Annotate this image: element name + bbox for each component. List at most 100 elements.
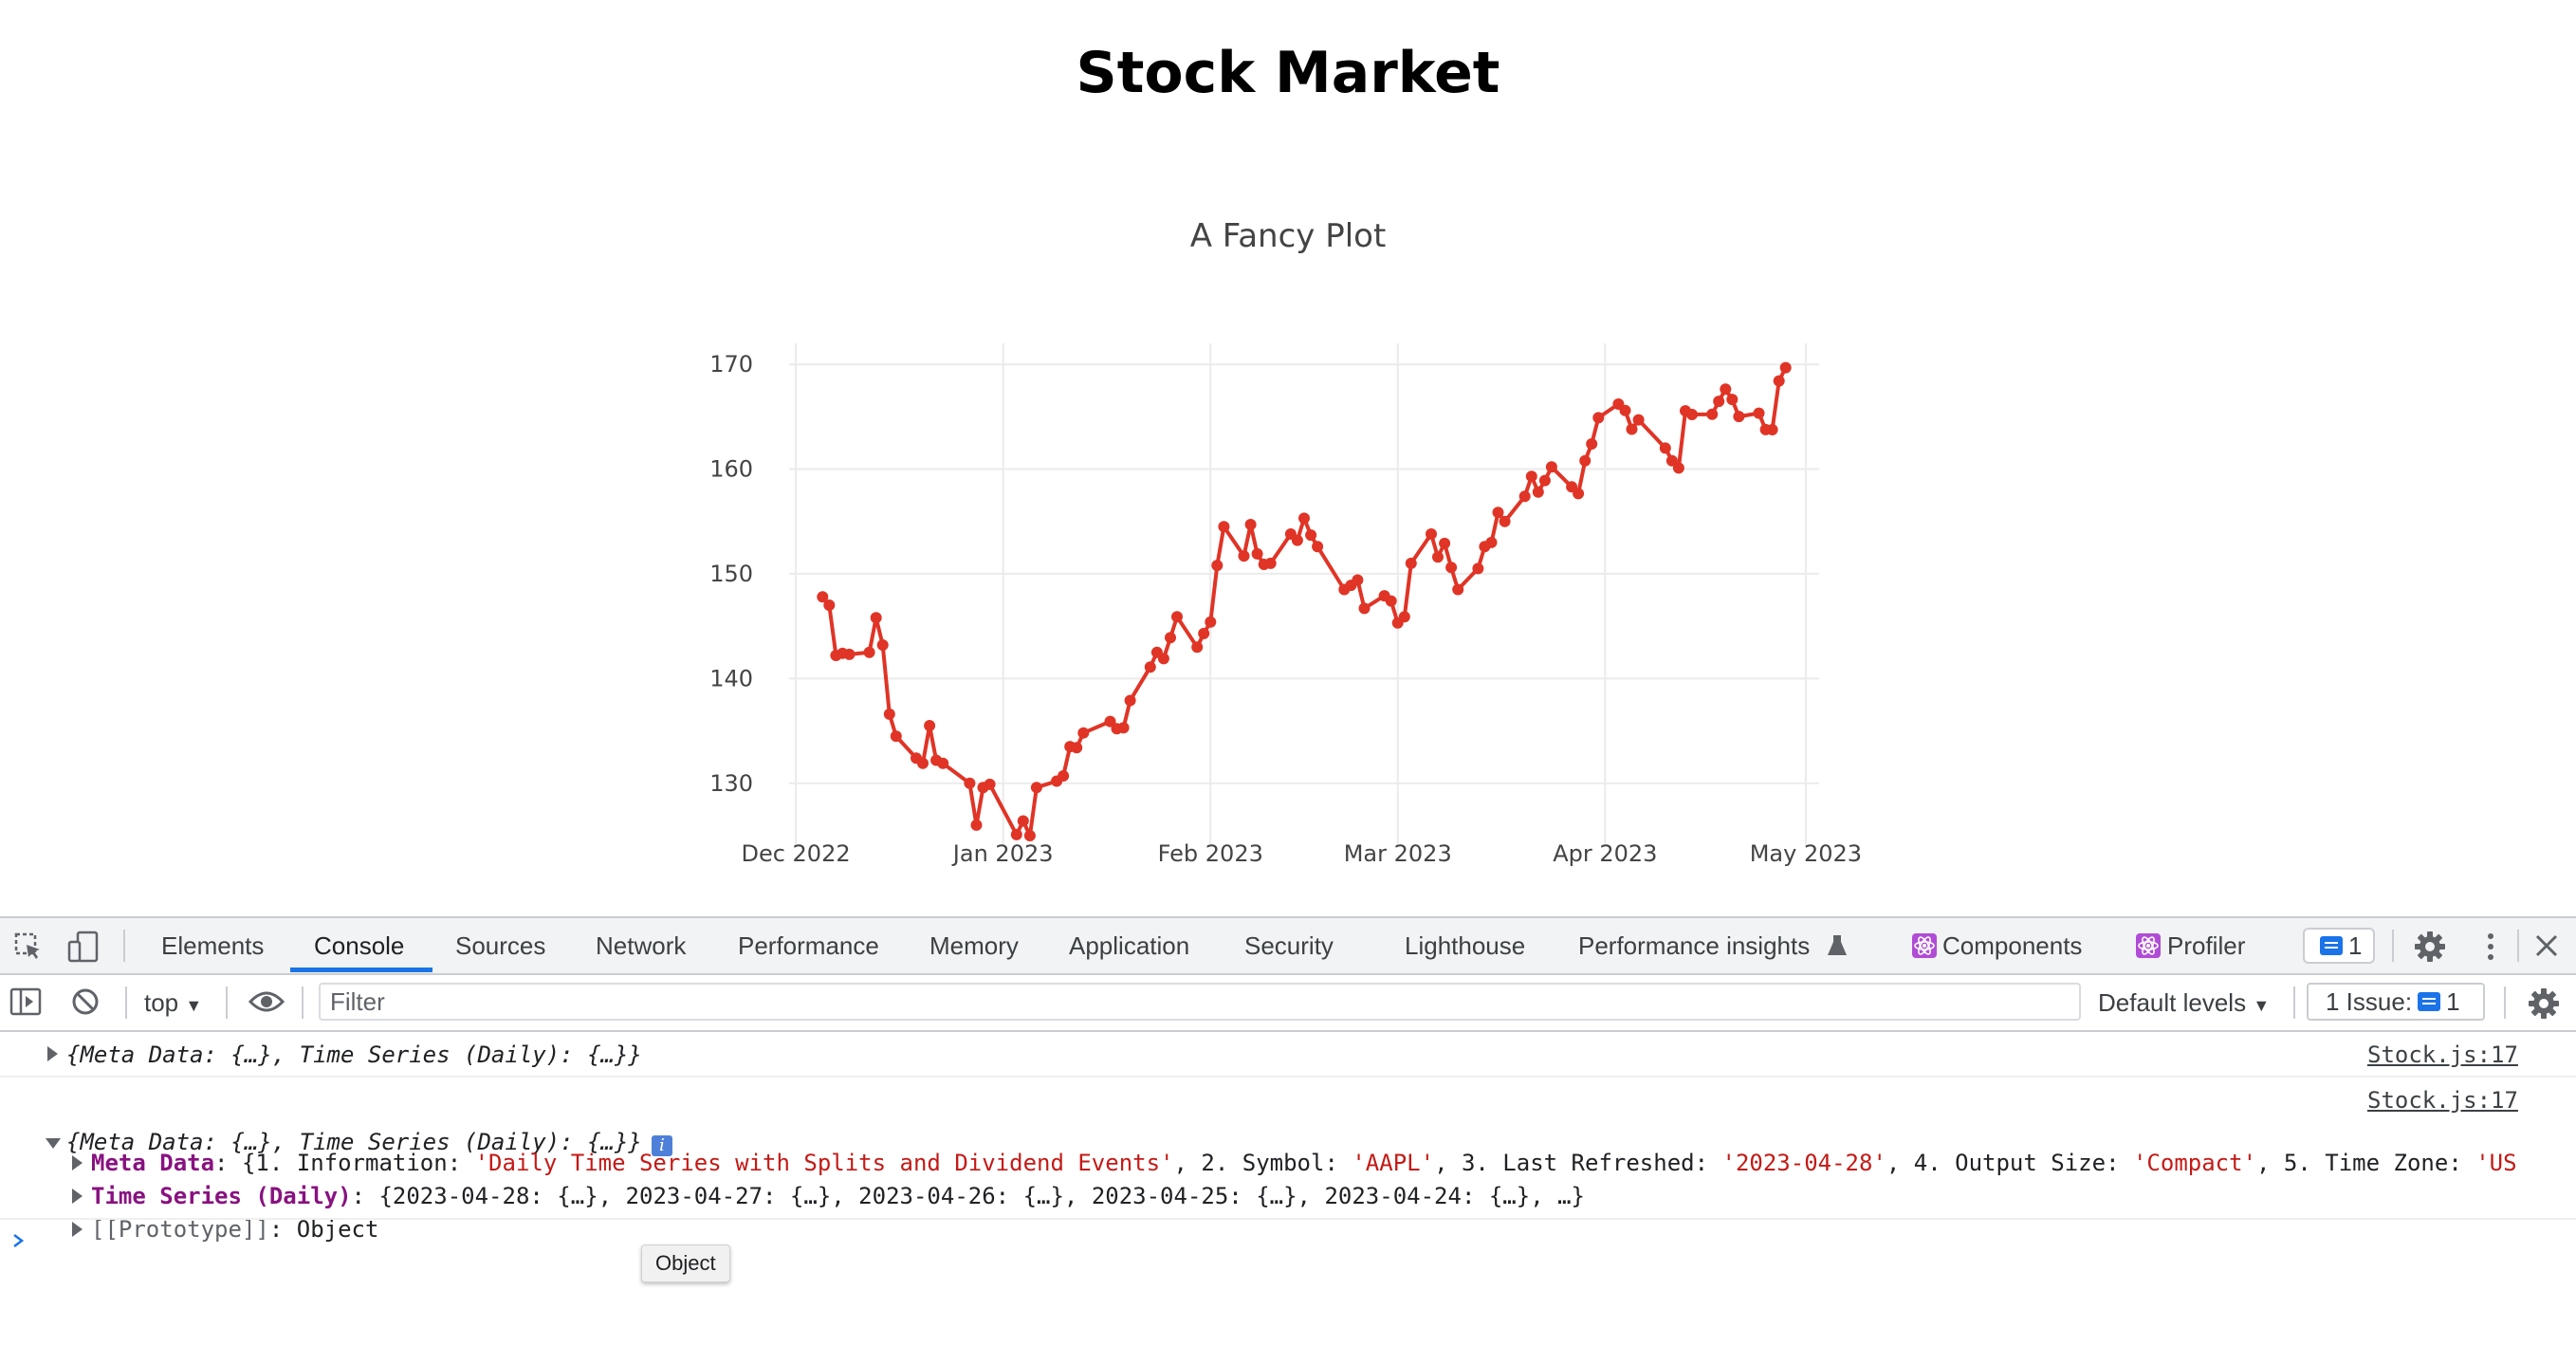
price-point[interactable]	[1439, 537, 1451, 549]
price-point[interactable]	[1117, 722, 1130, 734]
expand-triangle-icon[interactable]	[47, 1046, 58, 1061]
price-point[interactable]	[1244, 519, 1257, 530]
price-point[interactable]	[1525, 470, 1537, 483]
price-point[interactable]	[1071, 742, 1083, 754]
sidebar-toggle-icon[interactable]	[9, 986, 42, 1017]
price-point[interactable]	[1238, 550, 1250, 562]
console-entry-collapsed[interactable]: {Meta Data: {…}, Time Series (Daily): {……	[0, 1032, 2576, 1076]
price-point[interactable]	[1672, 462, 1684, 474]
tab-performance[interactable]: Performance	[738, 931, 879, 960]
tab-components[interactable]: Components	[1942, 931, 2083, 960]
close-icon[interactable]	[2532, 931, 2561, 960]
price-point[interactable]	[1626, 423, 1638, 435]
price-point[interactable]	[1010, 828, 1022, 840]
price-point[interactable]	[1432, 551, 1444, 563]
tab-application[interactable]: Application	[1069, 931, 1190, 960]
price-point[interactable]	[1706, 408, 1719, 420]
tab-sources[interactable]: Sources	[455, 931, 546, 960]
price-point[interactable]	[1499, 515, 1511, 527]
price-point[interactable]	[1398, 611, 1410, 623]
prototype-line[interactable]: [[Prototype]]: Object	[91, 1216, 379, 1243]
price-point[interactable]	[1773, 375, 1785, 387]
price-point[interactable]	[1405, 557, 1417, 569]
price-point[interactable]	[1426, 528, 1437, 540]
price-point[interactable]	[1165, 632, 1176, 644]
price-point[interactable]	[817, 591, 829, 603]
tab-lighthouse[interactable]: Lighthouse	[1405, 931, 1526, 960]
price-point[interactable]	[1686, 409, 1698, 420]
price-point[interactable]	[1298, 512, 1310, 525]
console-prompt-input[interactable]	[38, 1222, 2561, 1260]
expand-triangle-icon[interactable]	[72, 1155, 83, 1170]
tab-elements[interactable]: Elements	[161, 931, 265, 960]
price-point[interactable]	[1659, 442, 1671, 454]
price-point[interactable]	[937, 757, 949, 769]
tab-profiler[interactable]: Profiler	[2167, 931, 2246, 960]
price-point[interactable]	[1191, 641, 1204, 654]
meta-data-line[interactable]: Meta Data: {1. Information: 'Daily Time …	[91, 1150, 2517, 1176]
price-point[interactable]	[1058, 770, 1070, 782]
expand-triangle-icon[interactable]	[72, 1189, 83, 1204]
price-point[interactable]	[1733, 411, 1745, 423]
filter-input[interactable]	[319, 983, 2081, 1021]
price-point[interactable]	[1538, 474, 1551, 487]
price-point[interactable]	[870, 612, 882, 624]
tab-performance-insights[interactable]: Performance insights	[1578, 931, 1811, 960]
price-point[interactable]	[1352, 574, 1364, 586]
console-settings-gear-icon[interactable]	[2527, 986, 2561, 1021]
price-point[interactable]	[984, 778, 996, 790]
inspect-element-icon[interactable]	[13, 931, 44, 962]
price-point[interactable]	[1077, 727, 1090, 739]
price-point[interactable]	[1632, 414, 1645, 426]
price-point[interactable]	[1264, 557, 1277, 569]
price-point[interactable]	[1124, 694, 1136, 707]
price-point[interactable]	[1157, 653, 1169, 665]
price-point[interactable]	[1017, 815, 1029, 827]
tab-memory[interactable]: Memory	[929, 931, 1019, 960]
device-toolbar-icon[interactable]	[66, 930, 101, 964]
price-point[interactable]	[924, 720, 936, 731]
price-point[interactable]	[1104, 715, 1116, 728]
price-point[interactable]	[1665, 454, 1678, 467]
settings-gear-icon[interactable]	[2413, 930, 2447, 964]
tab-console[interactable]: Console	[314, 931, 405, 960]
price-point[interactable]	[1573, 488, 1585, 500]
price-point[interactable]	[863, 646, 875, 658]
price-point[interactable]	[1485, 536, 1498, 548]
collapse-triangle-icon[interactable]	[46, 1138, 61, 1149]
messages-count-button[interactable]: 1	[2303, 928, 2375, 964]
price-point[interactable]	[1218, 521, 1230, 533]
price-point[interactable]	[883, 708, 895, 720]
tab-security[interactable]: Security	[1244, 931, 1334, 960]
price-point[interactable]	[1251, 547, 1263, 560]
price-point[interactable]	[1619, 404, 1631, 416]
log-levels-select[interactable]: Default levels ▼	[2098, 986, 2270, 1022]
price-point[interactable]	[1171, 611, 1183, 623]
price-point[interactable]	[1518, 490, 1531, 503]
price-point[interactable]	[1753, 407, 1765, 419]
price-point[interactable]	[876, 639, 889, 651]
price-point[interactable]	[1358, 602, 1371, 615]
price-point[interactable]	[1312, 541, 1324, 553]
price-point[interactable]	[1545, 461, 1557, 473]
clear-console-icon[interactable]	[70, 986, 101, 1017]
info-icon[interactable]: i	[651, 1134, 672, 1156]
context-select[interactable]: top ▼	[144, 986, 202, 1019]
tab-network[interactable]: Network	[596, 931, 687, 960]
price-point[interactable]	[1023, 830, 1036, 841]
price-point[interactable]	[1579, 454, 1592, 467]
price-point[interactable]	[964, 777, 976, 789]
price-point[interactable]	[1445, 562, 1458, 574]
price-point[interactable]	[1452, 583, 1464, 596]
more-options-icon[interactable]	[2477, 930, 2504, 964]
price-point[interactable]	[1766, 424, 1778, 435]
price-point[interactable]	[1592, 412, 1605, 424]
price-point[interactable]	[890, 730, 902, 743]
price-point[interactable]	[1385, 595, 1397, 607]
price-point[interactable]	[843, 648, 856, 660]
price-point[interactable]	[1713, 396, 1725, 408]
price-point[interactable]	[1198, 627, 1210, 639]
price-point[interactable]	[970, 819, 983, 831]
price-point[interactable]	[1532, 486, 1544, 498]
price-point[interactable]	[1030, 782, 1042, 794]
